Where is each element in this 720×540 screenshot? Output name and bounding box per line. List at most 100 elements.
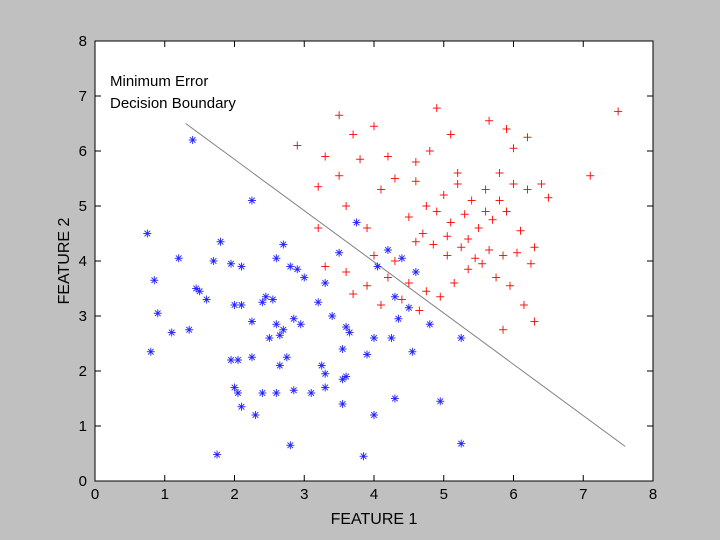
blue-star-marker <box>342 372 351 381</box>
red-plus-marker <box>495 196 504 205</box>
blue-star-marker <box>261 292 270 301</box>
blue-star-marker <box>237 262 246 271</box>
blue-star-marker <box>397 254 406 263</box>
blue-star-marker <box>268 295 277 304</box>
red-plus-marker <box>422 287 431 296</box>
decision-boundary <box>185 123 626 447</box>
blue-star-marker <box>370 411 378 419</box>
red-plus-marker <box>432 207 441 216</box>
blue-star-marker <box>230 383 239 392</box>
red-plus-marker <box>411 237 420 246</box>
y-axis-label: FEATURE 2 <box>56 217 73 304</box>
y-tick-label: 3 <box>79 308 87 325</box>
blue-star-marker <box>146 347 155 356</box>
y-tick-label: 4 <box>79 253 87 270</box>
blue-star-marker <box>275 361 284 370</box>
blue-star-marker <box>230 301 239 309</box>
red-plus-marker <box>314 224 323 232</box>
red-plus-marker <box>446 130 455 139</box>
x-axis-label: FEATURE 1 <box>331 511 418 528</box>
red-plus-marker <box>370 251 378 260</box>
red-plus-marker <box>453 180 462 188</box>
red-plus-marker <box>390 257 399 265</box>
blue-star-marker <box>457 439 466 448</box>
red-plus-marker <box>450 279 459 287</box>
blue-star-marker <box>247 196 256 205</box>
blue-star-marker <box>202 295 211 304</box>
x-tick-label: 7 <box>579 486 587 503</box>
x-tick-label: 3 <box>300 486 308 503</box>
red-plus-marker <box>404 213 413 221</box>
red-plus-marker <box>425 147 434 155</box>
blue-star-marker <box>373 262 382 271</box>
blue-star-marker <box>363 350 372 359</box>
blue-star-marker <box>328 312 337 320</box>
blue-star-marker <box>251 411 260 419</box>
red-plus-marker <box>446 218 455 227</box>
blue-star-marker <box>188 136 197 144</box>
blue-star-marker <box>342 323 351 331</box>
y-tick-label: 5 <box>79 198 87 215</box>
blue-star-marker <box>359 452 368 461</box>
x-tick-label: 5 <box>440 486 448 503</box>
blue-class-points <box>143 136 466 461</box>
red-plus-marker <box>492 273 501 282</box>
red-plus-marker <box>506 281 515 290</box>
blue-star-marker <box>279 325 288 334</box>
red-plus-marker <box>349 290 358 298</box>
red-plus-marker <box>519 301 528 309</box>
red-plus-marker <box>383 273 392 282</box>
blue-star-marker <box>153 309 162 318</box>
blue-star-marker <box>289 386 298 395</box>
red-plus-marker <box>321 152 330 161</box>
red-plus-marker <box>537 180 546 188</box>
red-plus-marker <box>530 243 539 252</box>
blue-star-marker <box>272 254 281 263</box>
red-plus-marker <box>474 224 483 232</box>
axis-ticks <box>94 40 654 482</box>
x-tick-label: 0 <box>91 486 99 503</box>
y-tick-label: 1 <box>79 418 87 435</box>
red-plus-marker <box>488 215 497 224</box>
red-plus-marker <box>502 207 511 216</box>
y-tick-label: 6 <box>79 143 87 160</box>
blue-star-marker <box>192 284 201 293</box>
blue-star-marker <box>237 301 246 309</box>
blue-star-marker <box>195 287 204 296</box>
red-plus-marker <box>436 292 445 301</box>
blue-star-marker <box>383 246 392 254</box>
red-plus-marker <box>457 243 466 252</box>
red-plus-marker <box>544 193 553 202</box>
blue-star-marker <box>307 389 316 397</box>
red-plus-marker <box>453 169 462 177</box>
red-plus-marker <box>415 306 424 315</box>
blue-star-marker <box>174 254 183 263</box>
red-plus-marker <box>530 317 539 326</box>
red-plus-marker <box>499 251 508 260</box>
y-tick-label: 7 <box>79 88 87 105</box>
blue-star-marker <box>143 229 152 238</box>
red-plus-marker <box>432 104 441 113</box>
red-class-points <box>293 104 623 334</box>
plot-area <box>94 40 654 482</box>
blue-star-marker <box>258 298 267 307</box>
red-plus-marker <box>335 111 344 120</box>
y-tick-label: 2 <box>79 363 87 380</box>
blue-star-marker <box>300 273 309 282</box>
red-plus-marker <box>390 174 399 183</box>
red-plus-marker <box>471 254 480 263</box>
blue-star-marker <box>335 248 344 257</box>
red-plus-marker <box>485 116 494 125</box>
x-tick-label: 1 <box>161 486 169 503</box>
annotation-line-1: Minimum Error <box>110 73 208 90</box>
blue-star-marker <box>237 402 246 411</box>
x-tick-labels: 0 1 2 3 4 5 6 7 8 <box>91 486 657 503</box>
red-plus-marker <box>363 281 372 290</box>
blue-star-marker <box>390 394 399 403</box>
red-plus-marker <box>293 141 302 150</box>
blue-star-marker <box>436 397 445 406</box>
red-plus-marker <box>523 133 532 142</box>
red-plus-marker <box>495 169 504 177</box>
